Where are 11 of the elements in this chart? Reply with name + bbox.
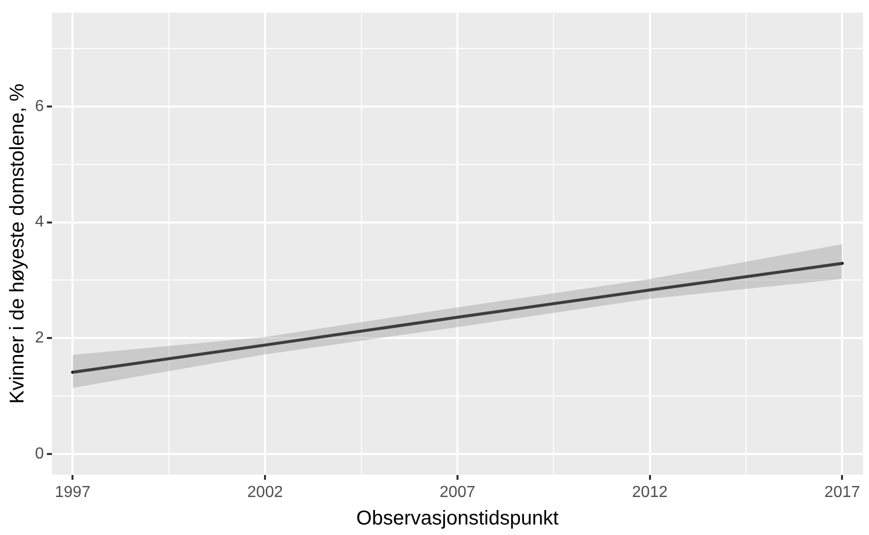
y-tick-label: 4 bbox=[34, 214, 44, 231]
x-tick-label: 2012 bbox=[632, 484, 668, 501]
x-tick-label: 2017 bbox=[824, 484, 860, 501]
y-tick-label: 2 bbox=[34, 330, 44, 347]
x-tick-label: 2002 bbox=[247, 484, 283, 501]
y-axis-title: Kvinner i de høyeste domstolene, % bbox=[6, 83, 29, 404]
y-tick-label: 0 bbox=[34, 445, 44, 462]
y-tick-label: 6 bbox=[34, 98, 44, 115]
x-axis-title: Observasjonstidspunkt bbox=[356, 508, 560, 530]
x-tick-label: 2007 bbox=[440, 484, 476, 501]
x-tick-label: 1997 bbox=[54, 484, 91, 501]
